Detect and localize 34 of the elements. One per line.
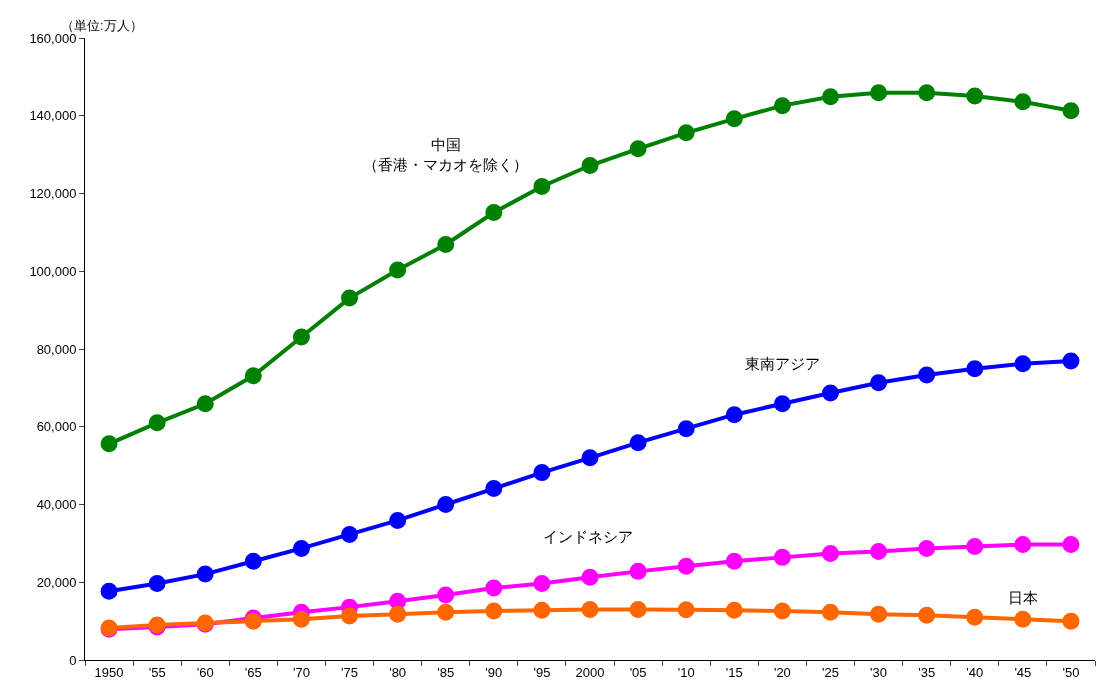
x-tick-label: '40 xyxy=(966,664,984,680)
y-tick-label: 80,000 xyxy=(36,341,77,357)
y-tick-label: 0 xyxy=(69,652,77,668)
x-tick-label: 2000 xyxy=(575,664,605,680)
x-tick-label: '65 xyxy=(244,664,262,680)
x-tick-label: '30 xyxy=(870,664,888,680)
x-tick-label: '20 xyxy=(773,664,791,680)
series-label: 日本 xyxy=(1008,589,1038,606)
y-tick-label: 100,000 xyxy=(29,263,77,279)
x-tick-label: '80 xyxy=(389,664,407,680)
x-tick-label: '90 xyxy=(485,664,503,680)
series-label: インドネシア xyxy=(543,528,633,545)
x-tick-label: '10 xyxy=(677,664,695,680)
x-tick-label: '15 xyxy=(725,664,743,680)
x-tick-label: '70 xyxy=(292,664,310,680)
x-tick-label: '60 xyxy=(196,664,214,680)
x-tick-label: '55 xyxy=(148,664,166,680)
x-tick-label: '75 xyxy=(341,664,358,680)
x-tick-label: '95 xyxy=(533,664,551,680)
y-tick-label: 140,000 xyxy=(29,108,77,124)
x-tick-label: '45 xyxy=(1014,664,1032,680)
x-tick-label: '25 xyxy=(822,664,839,680)
series-label: 中国（香港・マカオを除く） xyxy=(363,136,528,173)
y-tick-label: 20,000 xyxy=(36,574,77,590)
x-tick-label: '50 xyxy=(1062,664,1080,680)
x-tick-label: '35 xyxy=(918,664,936,680)
x-tick-label: '85 xyxy=(437,664,455,680)
x-tick-label: 1950 xyxy=(94,664,124,680)
y-axis-title: （単位:万人） xyxy=(61,18,143,33)
y-tick-label: 60,000 xyxy=(36,419,77,435)
series-label: 東南アジア xyxy=(745,355,820,372)
y-tick-label: 40,000 xyxy=(36,497,77,513)
x-tick-label: '05 xyxy=(629,664,647,680)
y-tick-label: 120,000 xyxy=(29,186,77,202)
